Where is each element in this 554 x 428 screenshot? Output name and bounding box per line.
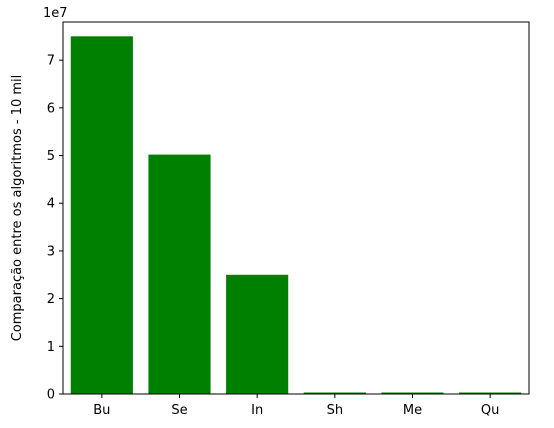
y-offset-label: 1e7 xyxy=(43,6,68,21)
plot-frame xyxy=(62,21,530,395)
y-axis-label: Comparação entre os algoritmos - 10 mil xyxy=(10,75,25,342)
x-tick-label: In xyxy=(251,403,263,418)
y-tick-label: 0 xyxy=(47,388,55,403)
bar-qu xyxy=(459,392,522,394)
bars-group xyxy=(70,36,522,395)
y-tick-label: 6 xyxy=(47,101,55,116)
x-tick-label: Sh xyxy=(327,403,344,418)
y-axis: 0 1 2 3 4 5 6 7 xyxy=(47,54,63,403)
x-axis: Bu Se In Sh Me Qu xyxy=(93,394,499,418)
bar-me xyxy=(381,392,444,394)
bar-sh xyxy=(303,392,366,394)
bar-se xyxy=(148,154,211,394)
x-tick-label: Qu xyxy=(481,403,499,418)
y-tick-label: 2 xyxy=(47,292,55,307)
y-tick-label: 3 xyxy=(47,244,55,259)
bar-bu xyxy=(70,36,133,395)
x-tick-label: Bu xyxy=(93,403,110,418)
x-tick-label: Se xyxy=(171,403,187,418)
y-tick-label: 5 xyxy=(47,149,55,164)
y-tick-label: 4 xyxy=(47,197,55,212)
y-tick-label: 1 xyxy=(47,340,55,355)
bar-in xyxy=(226,274,289,394)
y-tick-label: 7 xyxy=(47,54,55,69)
x-tick-label: Me xyxy=(403,403,422,418)
